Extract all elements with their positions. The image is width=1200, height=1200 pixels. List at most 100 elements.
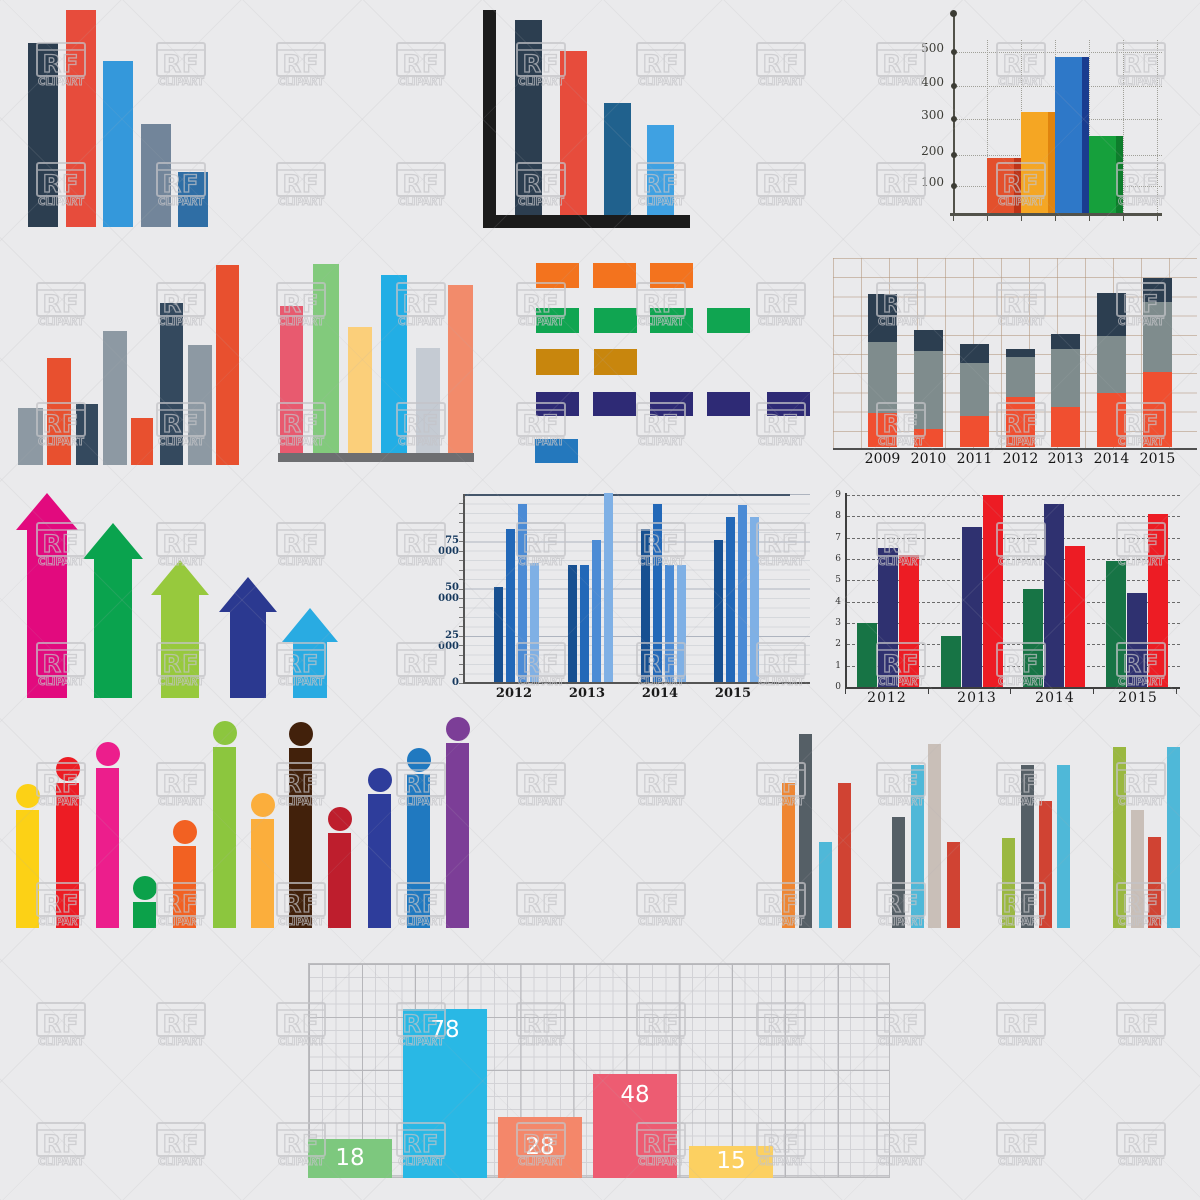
year-label: 2013 xyxy=(1047,451,1084,467)
bar xyxy=(16,810,39,928)
bar xyxy=(604,493,613,682)
bar xyxy=(407,774,430,928)
segment xyxy=(593,392,636,416)
bar xyxy=(1065,546,1085,687)
bar xyxy=(280,306,303,453)
bar xyxy=(1113,747,1126,928)
x-tick-label: 2012 xyxy=(495,686,533,701)
watermark-tile: RF CLIPART xyxy=(36,1122,86,1169)
svg-text:CLIPART: CLIPART xyxy=(398,195,444,207)
y-tick-label: 9 xyxy=(835,490,841,500)
y-minor-tick xyxy=(459,654,463,656)
y-tick-label: 500 xyxy=(921,41,944,55)
bar xyxy=(328,833,351,928)
year-label: 2015 xyxy=(1139,451,1176,467)
bar xyxy=(983,495,1003,687)
axis-tick xyxy=(1157,216,1158,221)
bar xyxy=(665,565,674,682)
bar xyxy=(66,10,96,227)
svg-text:CLIPART: CLIPART xyxy=(638,795,684,807)
h-gridline xyxy=(847,516,1180,517)
y-minor-tick xyxy=(459,531,463,533)
y-minor-tick xyxy=(459,683,463,684)
person-head-circle xyxy=(327,807,352,831)
bar xyxy=(103,331,127,465)
bar xyxy=(799,734,812,928)
svg-text:RF: RF xyxy=(763,170,800,198)
stack-segment xyxy=(914,351,943,429)
svg-text:RF: RF xyxy=(43,1130,80,1158)
bar-shade xyxy=(1048,112,1055,213)
stack-segment xyxy=(914,429,943,447)
stack-segment xyxy=(1143,372,1172,447)
bar xyxy=(1055,57,1082,213)
svg-text:RF: RF xyxy=(523,890,560,918)
x-tick-label: 2015 xyxy=(714,686,752,701)
stack-segment xyxy=(960,416,989,447)
segment xyxy=(650,263,693,288)
chart-bars-tricolor xyxy=(18,265,243,465)
svg-text:CLIPART: CLIPART xyxy=(1118,1155,1164,1167)
axis-top-dot xyxy=(950,10,957,17)
bar xyxy=(506,529,515,682)
person-head-circle xyxy=(95,742,120,766)
x-tick-label: 2014 xyxy=(641,686,679,701)
h-gridline xyxy=(847,602,1180,603)
bar xyxy=(647,125,674,215)
person-head-circle xyxy=(55,757,80,781)
y-minor-tick xyxy=(459,512,463,514)
segment xyxy=(536,349,579,375)
arrow-up xyxy=(83,523,143,698)
watermark-tile: RF CLIPART xyxy=(156,1122,206,1169)
bar xyxy=(448,285,473,453)
bar xyxy=(289,748,312,928)
bar xyxy=(494,587,503,682)
bar xyxy=(560,51,587,215)
segment xyxy=(594,349,637,375)
y-tick-label: 100 xyxy=(921,175,944,189)
svg-text:RF: RF xyxy=(283,170,320,198)
year-label: 2014 xyxy=(1093,451,1130,467)
y-axis xyxy=(463,494,465,683)
y-tick-label: 7 xyxy=(835,533,841,543)
bar xyxy=(987,158,1014,213)
y-tick-label: 75 000 xyxy=(438,535,459,557)
svg-text:CLIPART: CLIPART xyxy=(38,1035,84,1047)
v-gridline xyxy=(1123,40,1124,215)
bar xyxy=(568,565,577,682)
svg-text:CLIPART: CLIPART xyxy=(638,915,684,927)
axis-tick xyxy=(1089,216,1090,221)
svg-text:RF: RF xyxy=(403,50,440,78)
bar xyxy=(47,358,71,465)
y-tick-label: 0 xyxy=(452,677,459,688)
year-label: 2010 xyxy=(910,451,947,467)
watermark-tile: RF CLIPART xyxy=(156,1002,206,1049)
top-line xyxy=(463,494,790,496)
bar-shade xyxy=(1116,136,1123,213)
axis-dot xyxy=(951,152,957,158)
stack-segment xyxy=(1051,334,1080,349)
bar xyxy=(1021,112,1048,213)
y-minor-tick xyxy=(459,579,463,581)
stack-segment xyxy=(1006,349,1035,357)
bar xyxy=(677,565,686,682)
y-minor-tick xyxy=(459,645,463,647)
svg-text:CLIPART: CLIPART xyxy=(278,195,324,207)
svg-text:RF: RF xyxy=(1123,1130,1160,1158)
bar xyxy=(911,765,924,928)
bar xyxy=(899,555,919,687)
bar xyxy=(1167,747,1180,928)
arrow-up xyxy=(151,560,209,698)
person-head-circle xyxy=(367,768,392,792)
bar xyxy=(592,540,601,682)
bar xyxy=(604,103,631,215)
y-minor-tick xyxy=(459,597,463,599)
x-tick-label: 2013 xyxy=(957,690,997,706)
bar xyxy=(28,43,58,227)
